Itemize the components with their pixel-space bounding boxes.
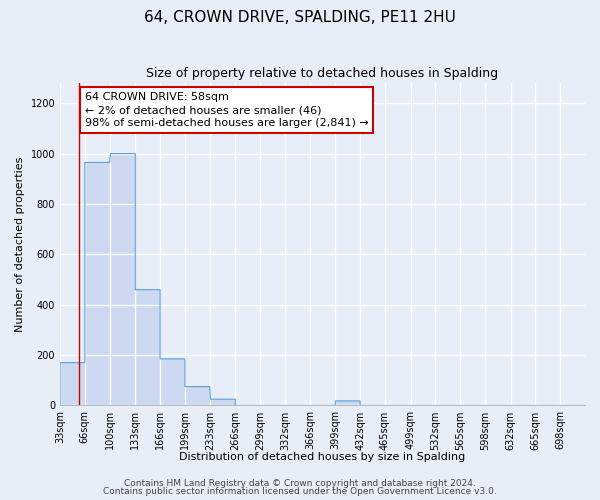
Text: Contains HM Land Registry data © Crown copyright and database right 2024.: Contains HM Land Registry data © Crown c… bbox=[124, 478, 476, 488]
Text: 64 CROWN DRIVE: 58sqm
← 2% of detached houses are smaller (46)
98% of semi-detac: 64 CROWN DRIVE: 58sqm ← 2% of detached h… bbox=[85, 92, 368, 128]
X-axis label: Distribution of detached houses by size in Spalding: Distribution of detached houses by size … bbox=[179, 452, 466, 462]
Text: Contains public sector information licensed under the Open Government Licence v3: Contains public sector information licen… bbox=[103, 487, 497, 496]
Text: 64, CROWN DRIVE, SPALDING, PE11 2HU: 64, CROWN DRIVE, SPALDING, PE11 2HU bbox=[144, 10, 456, 25]
Title: Size of property relative to detached houses in Spalding: Size of property relative to detached ho… bbox=[146, 68, 499, 80]
Y-axis label: Number of detached properties: Number of detached properties bbox=[15, 156, 25, 332]
